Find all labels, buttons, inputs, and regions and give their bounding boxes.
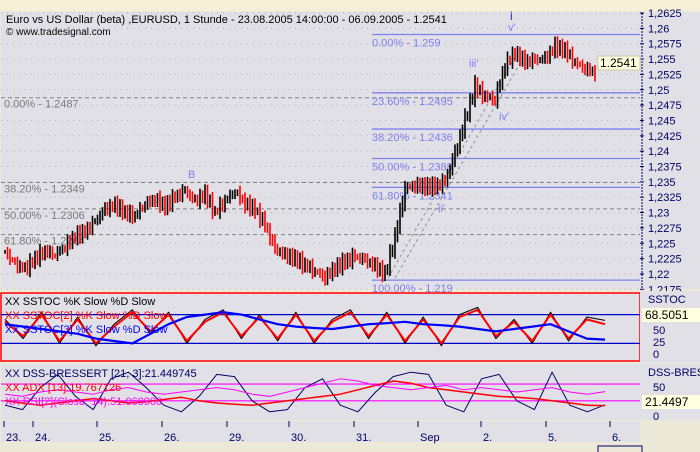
fib-left-label: 38.20% - 1.2349 — [4, 183, 85, 195]
price-axis[interactable] — [640, 12, 700, 289]
y-tick-label: 1,24 — [648, 146, 669, 158]
wave-label-ii: ii' — [438, 203, 445, 215]
last-price-value: 1.2541 — [600, 56, 637, 70]
dss-lines — [1, 371, 640, 413]
y-tick-label: 1,2525 — [648, 69, 682, 81]
dss-axis-title: DSS-BRES — [648, 367, 700, 379]
sstoc-last-value: 68.5051 — [645, 308, 689, 322]
x-tick-label: 26. — [164, 432, 179, 444]
sstoc-axis-title: SSTOC — [648, 294, 686, 306]
price-axis-ticks: 1,2625 1,26 1,2575 1,255 1,2525 1,25 1,2475 1,2… — [640, 8, 682, 296]
dss-tick-0: 0 — [653, 411, 659, 423]
sstoc-lines — [1, 306, 640, 347]
wave-label-i: i — [510, 9, 513, 23]
x-tick-label: 25. — [99, 432, 114, 444]
x-tick-label: 24. — [35, 432, 50, 444]
wave-label-b: B — [188, 169, 195, 181]
y-tick-label: 1,2425 — [648, 131, 682, 143]
y-tick-label: 1,2225 — [648, 254, 682, 266]
dss-axis[interactable] — [640, 364, 700, 420]
x-tick-label: Sep — [420, 432, 440, 444]
y-tick-label: 1,2325 — [648, 192, 682, 204]
fib-left-group: 0.00% - 1.2487 38.20% - 1.2349 50.00% - 1.… — [1, 97, 640, 248]
elliott-channel-lines — [387, 47, 526, 279]
series-line — [4, 311, 606, 345]
fib-left-label: 61.80% - 1.2264 — [4, 236, 85, 248]
y-tick-label: 1,235 — [648, 177, 676, 189]
fib-right-label: 0.00% - 1.259 — [372, 37, 441, 49]
fib-right-label: 100.00% - 1.219 — [372, 283, 453, 295]
y-tick-label: 1,2575 — [648, 39, 682, 51]
sstoc-tick-0: 0 — [653, 349, 659, 361]
copyright-icon: © — [6, 27, 16, 38]
chart-title: Euro vs US Dollar (beta) ,EURUSD, 1 Stun… — [6, 14, 447, 26]
wave-label-v: v' — [508, 22, 516, 34]
y-tick-label: 1,2375 — [648, 162, 682, 174]
y-tick-label: 1,225 — [648, 238, 676, 250]
fib-left-label: 0.00% - 1.2487 — [4, 99, 79, 111]
dss-last-value: 21.4497 — [645, 395, 689, 409]
sstoc-legend-2: XX SSTOC[2] %K Slow %D Slow — [5, 310, 167, 322]
sstoc-axis[interactable] — [640, 291, 700, 363]
x-tick-label: 2. — [483, 432, 492, 444]
y-tick-label: 1,22 — [648, 269, 669, 281]
fib-left-label: 50.00% - 1.2306 — [4, 210, 85, 222]
dss-legend-1: XX DSS-BRESSERT [21, 3]:21.449745 — [5, 368, 197, 380]
sstoc-value-marker — [642, 308, 700, 322]
series-line — [4, 378, 606, 397]
sstoc-tick-50: 50 — [653, 325, 665, 337]
scroll-box[interactable] — [597, 445, 643, 452]
y-tick-label: 1,2625 — [648, 8, 682, 20]
fib-right-label: 61.80% - 1.2341 — [372, 190, 453, 202]
dss-legend-3: XX RSI[2](Close, 14):51.060900 — [5, 396, 162, 408]
x-tick-label: 30. — [291, 432, 306, 444]
y-tick-label: 1,255 — [648, 54, 676, 66]
y-tick-label: 1,2475 — [648, 100, 682, 112]
y-tick-label: 1,245 — [648, 115, 676, 127]
fib-right-group: 0.00% - 1.259 23.60% - 1.2495 38.20% - 1.2… — [372, 33, 640, 295]
x-tick-label: 31. — [356, 432, 371, 444]
y-tick-label: 1,23 — [648, 208, 669, 220]
wave-label-iii: iii' — [469, 58, 478, 70]
y-tick-label: 1,25 — [648, 85, 669, 97]
copyright-text: © www.tradesignal.com — [6, 27, 111, 38]
x-tick-label: 23. — [6, 432, 21, 444]
sstoc-tick-25: 25 — [653, 337, 665, 349]
price-panel[interactable] — [1, 12, 640, 289]
x-tick-label: 5. — [548, 432, 557, 444]
date-axis-ticks: 23. 24. 25. 26. 29. 30. 31. Sep 2. 5. 6. — [3, 421, 621, 444]
dss-tick-50: 50 — [653, 382, 665, 394]
sstoc-legend-3: XX SSTOC[3] %K Slow %D Slow — [5, 324, 167, 336]
y-tick-label: 1,2275 — [648, 223, 682, 235]
top-strip — [0, 0, 700, 11]
x-tick-label: 29. — [229, 432, 244, 444]
date-axis[interactable] — [1, 421, 640, 442]
y-tick-label: 1,26 — [648, 23, 669, 35]
fib-right-label: 23.60% - 1.2495 — [372, 96, 453, 108]
price-bars — [4, 36, 596, 286]
last-price-marker — [597, 55, 641, 71]
x-tick-label: 6. — [612, 432, 621, 444]
dss-legend-2: XX ADX [13]:19.767126 — [5, 382, 121, 394]
copyright-url[interactable]: www.tradesignal.com — [15, 27, 110, 38]
dss-value-marker — [642, 395, 700, 409]
wave-label-iv: iv' — [499, 111, 509, 123]
fib-right-label: 38.20% - 1.2436 — [372, 132, 453, 144]
fib-right-label: 50.00% - 1.2388 — [372, 162, 453, 174]
series-line — [4, 380, 606, 407]
dss-panel[interactable] — [1, 364, 640, 420]
sstoc-legend-1: XX SSTOC %K Slow %D Slow — [5, 296, 155, 308]
